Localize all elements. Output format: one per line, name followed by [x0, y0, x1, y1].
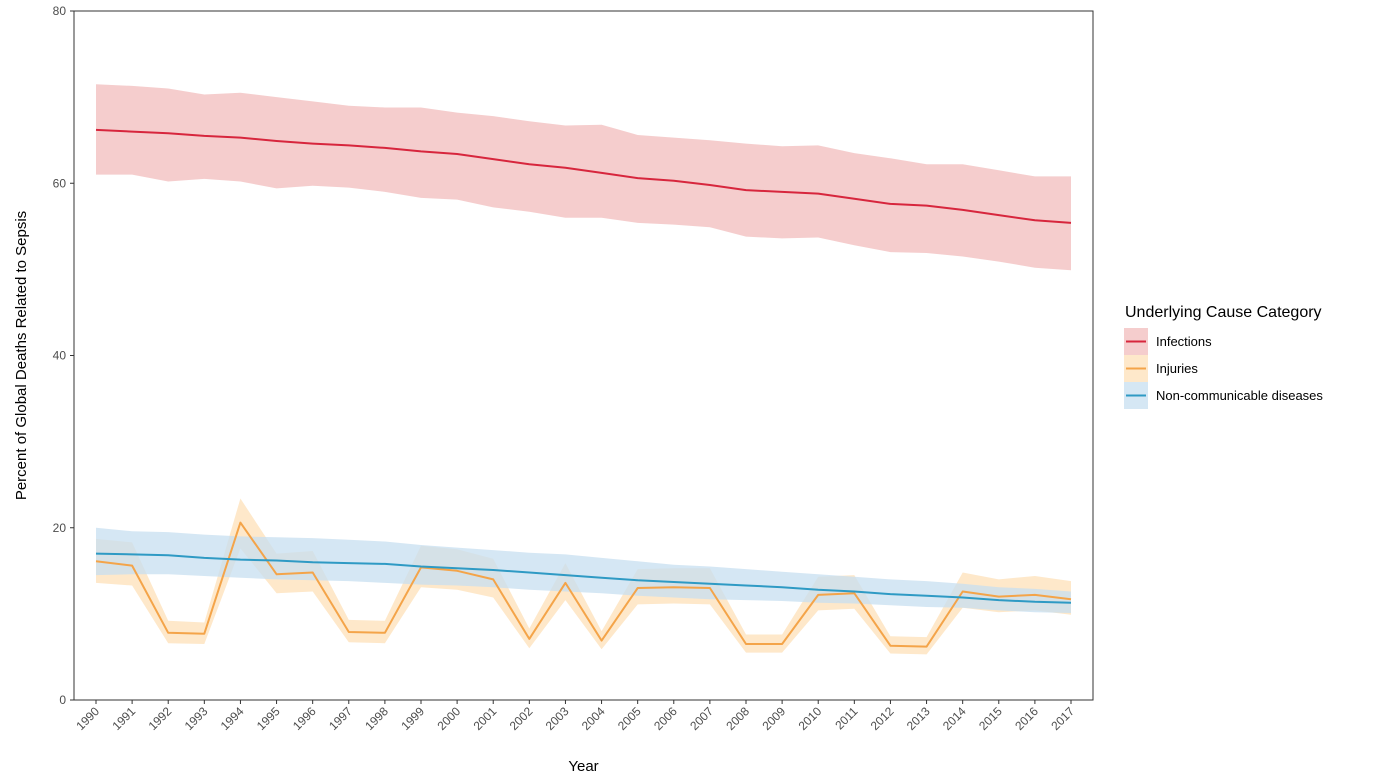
x-tick-label-1992: 1992 — [146, 704, 175, 733]
x-tick-label-2011: 2011 — [832, 704, 860, 732]
legend-item-non-communicable-diseases: Non-communicable diseases — [1124, 382, 1323, 409]
legend: Underlying Cause Category Infections Inju… — [1124, 304, 1323, 409]
x-tick-label-1995: 1995 — [254, 704, 283, 733]
x-tick-label-2007: 2007 — [687, 704, 716, 733]
y-tick-label-60: 60 — [53, 176, 67, 190]
x-axis-title: Year — [568, 758, 598, 775]
x-tick-label-1990: 1990 — [73, 704, 102, 733]
series-lines — [95, 128, 1072, 648]
x-tick-label-1998: 1998 — [362, 704, 391, 733]
legend-item-infections: Infections — [1124, 328, 1212, 355]
x-tick-label-2016: 2016 — [1012, 704, 1041, 733]
legend-title: Underlying Cause Category — [1125, 304, 1322, 321]
legend-item-injuries: Injuries — [1124, 355, 1198, 382]
x-tick-label-2006: 2006 — [651, 704, 680, 733]
x-tick-label-1997: 1997 — [326, 704, 355, 733]
x-tick-label-2010: 2010 — [796, 704, 825, 733]
x-tick-label-2005: 2005 — [615, 704, 644, 733]
y-tick-label-20: 20 — [53, 521, 67, 535]
x-tick-label-1996: 1996 — [290, 704, 319, 733]
x-tick-label-1999: 1999 — [398, 704, 427, 733]
legend-label: Non-communicable diseases — [1156, 388, 1323, 403]
x-tick-label-2013: 2013 — [904, 704, 933, 733]
x-tick-label-1993: 1993 — [182, 704, 211, 733]
x-axis: 1990 1991 1992 1993 1994 1995 1996 1997 1998 1999… — [73, 700, 1077, 733]
x-tick-label-2008: 2008 — [723, 704, 752, 733]
x-tick-label-2003: 2003 — [543, 704, 572, 733]
x-tick-label-2000: 2000 — [434, 704, 463, 733]
line-infections — [95, 128, 1072, 224]
x-tick-label-2015: 2015 — [976, 704, 1005, 733]
band-non-communicable-diseases — [96, 527, 1071, 613]
y-axis-title: Percent of Global Deaths Related to Seps… — [13, 211, 30, 500]
x-tick-label-1991: 1991 — [109, 704, 138, 733]
y-tick-label-0: 0 — [59, 693, 66, 707]
x-tick-label-2009: 2009 — [759, 704, 788, 733]
y-axis: 0 20 40 60 80 — [53, 4, 74, 707]
x-tick-label-2004: 2004 — [579, 704, 608, 733]
line-non-communicable-diseases — [95, 552, 1072, 604]
line-injuries — [95, 521, 1072, 648]
y-tick-label-40: 40 — [53, 349, 67, 363]
band-infections — [96, 84, 1071, 271]
x-tick-label-1994: 1994 — [218, 704, 247, 733]
legend-label: Injuries — [1156, 361, 1198, 376]
legend-label: Infections — [1156, 334, 1212, 349]
y-tick-label-80: 80 — [53, 4, 67, 18]
x-tick-label-2001: 2001 — [471, 704, 500, 733]
x-tick-label-2017: 2017 — [1048, 704, 1077, 733]
x-tick-label-2002: 2002 — [507, 704, 536, 733]
x-tick-label-2014: 2014 — [940, 704, 969, 733]
x-tick-label-2012: 2012 — [868, 704, 897, 733]
